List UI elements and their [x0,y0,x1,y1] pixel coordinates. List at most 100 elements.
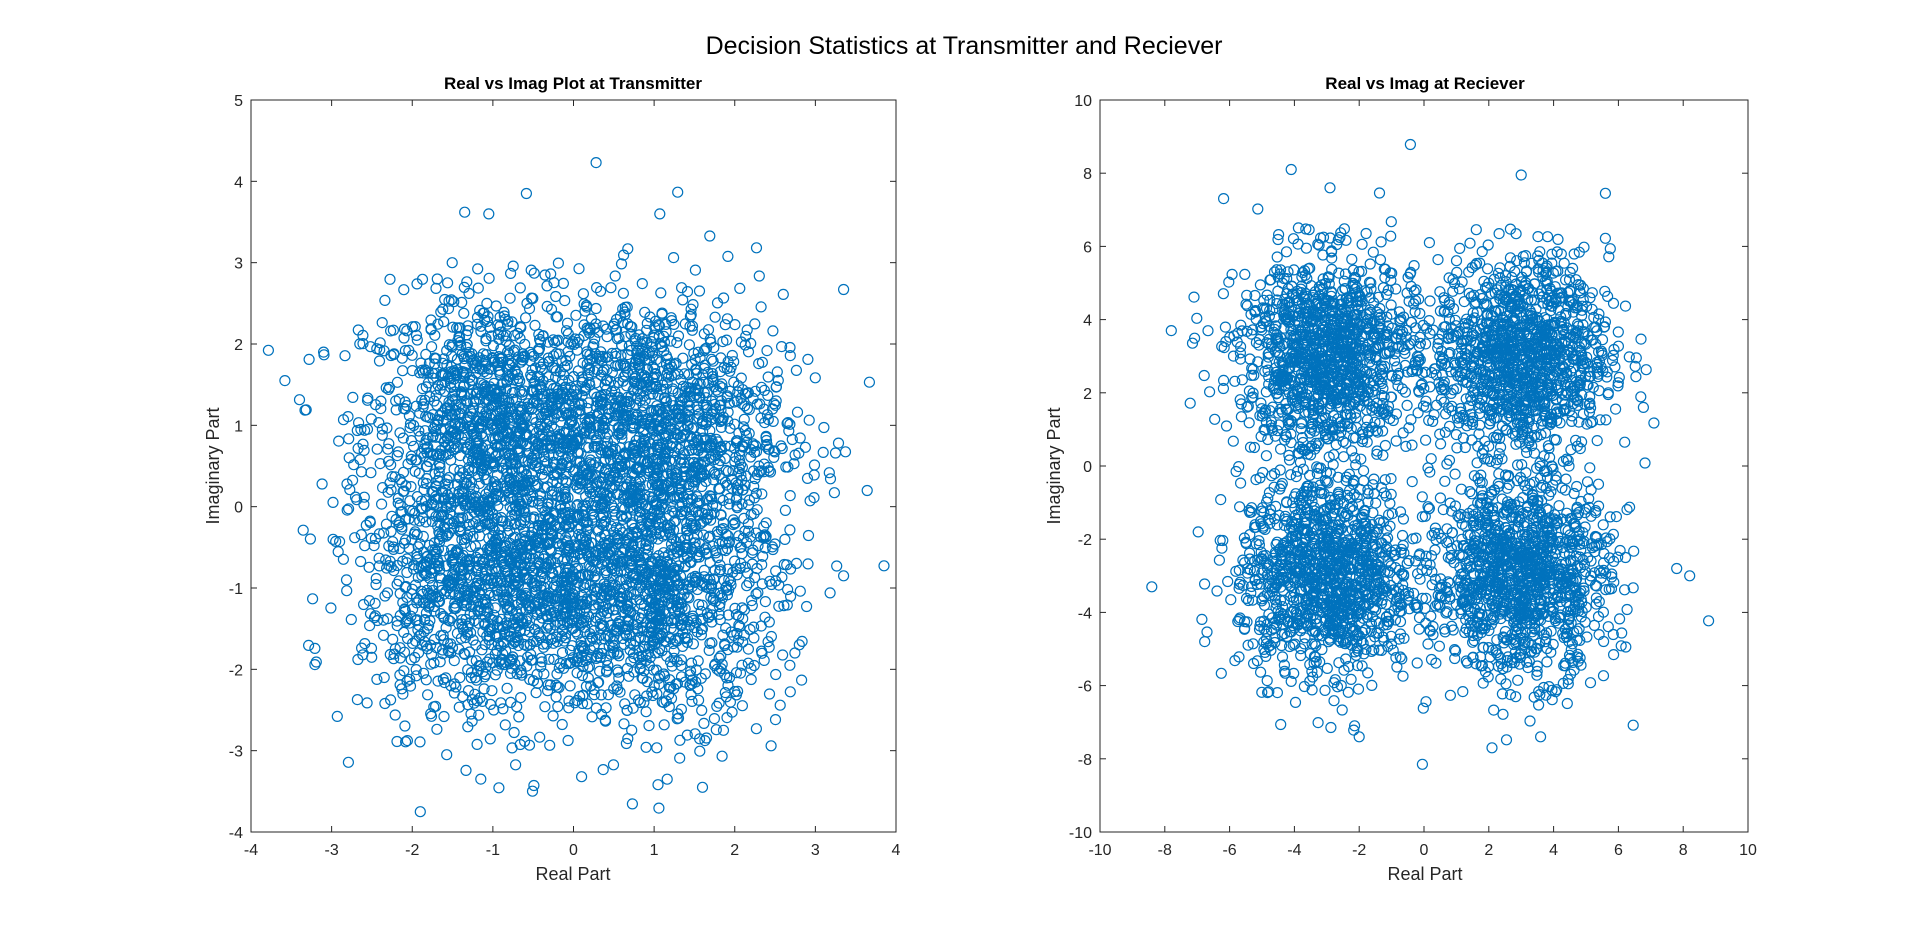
data-point [601,445,614,457]
data-point [443,339,455,351]
data-point [411,334,423,346]
y-tick-label: -2 [229,662,243,679]
data-point [523,303,536,315]
data-point [381,422,393,434]
data-point [681,286,694,298]
data-point [490,399,502,411]
data-point [517,354,529,366]
data-point [508,329,521,342]
data-point [598,364,610,376]
data-point [659,432,671,444]
data-point [701,411,713,423]
data-point [567,371,580,383]
data-point [414,407,426,419]
data-point [333,435,345,447]
data-point [504,292,516,304]
data-point [379,294,391,306]
data-point [491,422,503,434]
data-point [697,399,710,411]
data-point [832,437,845,449]
data-point [384,273,396,285]
data-point [667,252,680,264]
data-point [578,319,590,331]
data-point [561,317,574,329]
data-point [728,376,740,388]
data-point [456,296,468,308]
data-point [749,318,761,330]
data-point [505,267,517,279]
x-tick-label: -6 [1222,842,1236,859]
data-point [675,373,687,386]
data-point [480,333,492,345]
data-point [458,281,470,293]
data-point [672,186,684,198]
data-point [741,324,753,336]
data-point [480,357,492,369]
data-point [550,365,562,377]
data-point [699,359,711,371]
data-point [794,432,806,444]
data-point [661,406,673,418]
data-point [507,260,519,272]
data-point [734,282,746,294]
data-point [601,428,614,440]
data-point [642,413,654,425]
data-point [659,392,671,404]
data-point [802,529,815,542]
data-point [448,373,460,385]
data-point [528,267,540,279]
data-point [771,366,783,378]
data-point [570,309,582,321]
data-point [782,461,794,473]
data-point [588,440,600,452]
data-point [766,403,779,415]
data-point [342,411,354,423]
data-point [349,532,361,544]
data-point [654,442,666,454]
data-point [784,350,796,362]
y-tick-label: 0 [234,500,243,517]
data-point [656,406,669,418]
data-point [745,337,757,349]
data-point [303,353,315,365]
data-point [683,339,696,351]
data-point [626,414,639,426]
data-point [478,379,490,391]
data-point [644,388,656,400]
data-point [403,410,415,422]
data-point [425,323,437,335]
y-tick-label: 5 [234,93,243,110]
data-point [488,356,500,368]
data-point [660,412,673,424]
data-point [398,323,411,335]
receiver-plot-title: Real vs Imag at Reciever [1325,74,1525,93]
data-point [536,364,548,376]
data-point [508,346,520,358]
data-point [714,483,726,495]
data-point [520,187,533,200]
x-tick-label: 4 [1549,842,1558,859]
data-point [742,525,755,537]
data-point [357,338,369,350]
data-point [769,399,782,411]
data-point [386,471,398,483]
data-point [547,382,560,395]
data-point [362,392,374,404]
data-point [396,352,408,364]
data-point [446,257,458,269]
data-point [649,321,661,333]
data-point [692,457,704,469]
y-tick-label: 4 [1083,313,1092,330]
data-point [639,306,651,318]
data-point [637,380,649,392]
data-point [615,350,627,362]
data-point [547,334,559,346]
data-point [749,385,762,397]
x-tick-label: 4 [892,842,901,859]
x-tick-label: 10 [1739,842,1757,859]
data-point [715,399,727,411]
data-point [722,250,734,262]
data-point [541,413,554,425]
data-point [768,451,780,463]
data-point [438,316,450,328]
